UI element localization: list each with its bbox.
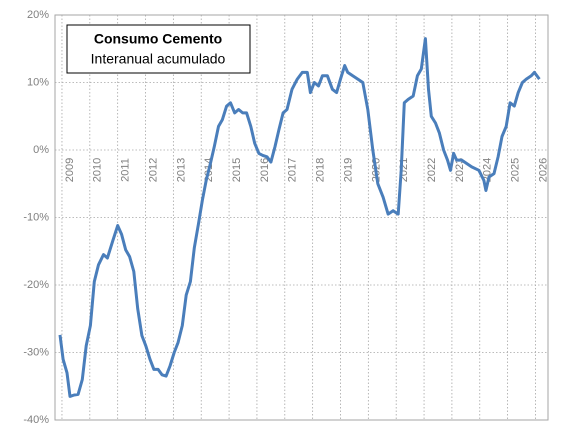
x-tick-label: 2009 (64, 158, 76, 182)
y-tick-label: 10% (27, 76, 49, 88)
x-tick-label: 2015 (231, 158, 243, 182)
x-tick-label: 2010 (92, 158, 104, 182)
chart-subtitle: Interanual acumulado (91, 51, 226, 67)
x-tick-label: 2023 (454, 158, 466, 182)
chart-title: Consumo Cemento (94, 31, 222, 47)
x-tick-label: 2013 (175, 158, 187, 182)
y-tick-label: 20% (27, 9, 49, 21)
x-tick-label: 2012 (147, 158, 159, 182)
title-box (66, 24, 251, 74)
y-tick-label: -10% (23, 211, 49, 223)
x-tick-label: 2026 (537, 158, 549, 182)
x-tick-label: 2019 (342, 158, 354, 182)
x-tick-label: 2017 (287, 158, 299, 182)
data-line (58, 37, 541, 398)
x-tick-label: 2011 (120, 158, 132, 182)
y-tick-label: -40% (23, 414, 49, 426)
y-tick-label: 0% (33, 144, 49, 156)
x-tick-label: 2018 (315, 158, 327, 182)
x-tick-label: 2025 (510, 158, 522, 182)
y-tick-label: -20% (23, 279, 49, 291)
x-tick-label: 2016 (259, 158, 271, 182)
x-tick-label: 2022 (426, 158, 438, 182)
plot-border (54, 14, 549, 421)
y-tick-label: -30% (23, 346, 49, 358)
